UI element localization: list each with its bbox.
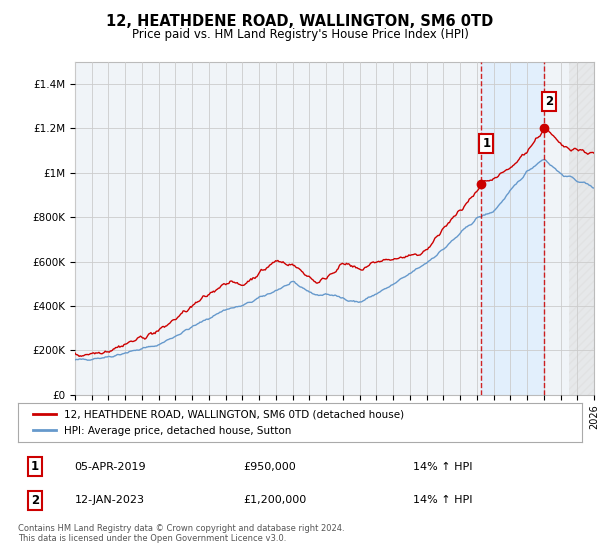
- Text: 1: 1: [31, 460, 39, 473]
- Text: 05-APR-2019: 05-APR-2019: [74, 462, 146, 472]
- Text: Contains HM Land Registry data © Crown copyright and database right 2024.
This d: Contains HM Land Registry data © Crown c…: [18, 524, 344, 543]
- Text: £1,200,000: £1,200,000: [244, 496, 307, 505]
- Text: Price paid vs. HM Land Registry's House Price Index (HPI): Price paid vs. HM Land Registry's House …: [131, 28, 469, 41]
- Text: £950,000: £950,000: [244, 462, 296, 472]
- Text: 14% ↑ HPI: 14% ↑ HPI: [413, 496, 472, 505]
- Legend: 12, HEATHDENE ROAD, WALLINGTON, SM6 0TD (detached house), HPI: Average price, de: 12, HEATHDENE ROAD, WALLINGTON, SM6 0TD …: [29, 406, 409, 440]
- Text: 12, HEATHDENE ROAD, WALLINGTON, SM6 0TD: 12, HEATHDENE ROAD, WALLINGTON, SM6 0TD: [106, 14, 494, 29]
- Text: 14% ↑ HPI: 14% ↑ HPI: [413, 462, 472, 472]
- Text: 12-JAN-2023: 12-JAN-2023: [74, 496, 145, 505]
- Text: 2: 2: [545, 95, 554, 108]
- Text: 2: 2: [31, 494, 39, 507]
- Text: 1: 1: [482, 137, 490, 150]
- Bar: [481, 62, 544, 395]
- Bar: [569, 62, 594, 395]
